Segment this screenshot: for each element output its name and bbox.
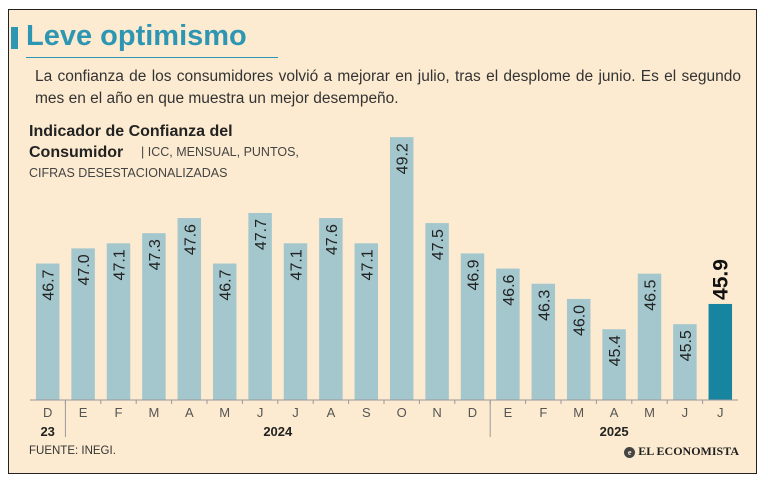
x-tick-label: D (468, 405, 477, 420)
bar (425, 223, 449, 400)
bar-value-label: 46.7 (218, 269, 235, 300)
bar-value-label: 45.5 (678, 330, 695, 361)
page-title: Leve optimismo (26, 20, 247, 52)
year-group-label: 23 (40, 424, 54, 439)
bar (35, 263, 60, 400)
x-tick-label: A (185, 405, 194, 420)
bar-value-label: 46.7 (41, 269, 58, 300)
page-subtitle: La confianza de los consumidores volvió … (35, 68, 741, 107)
x-tick-label: M (573, 405, 584, 420)
bar (319, 218, 343, 400)
x-tick-label: F (115, 405, 123, 420)
bar (142, 233, 166, 400)
x-tick-label: M (644, 405, 655, 420)
bar-value-label: 46.9 (466, 259, 483, 290)
bar (460, 253, 485, 400)
chart-title: Indicador de Confianza del Consumidor (29, 121, 233, 163)
bar-value-label: 47.6 (324, 224, 341, 255)
brand-icon: e (624, 446, 636, 458)
source-note: FUENTE: INEGI. (29, 445, 116, 457)
x-tick-label: S (362, 405, 371, 420)
bar (354, 243, 379, 400)
bar (673, 324, 697, 400)
bar (212, 263, 237, 400)
bar-value-label: 47.3 (147, 239, 164, 270)
brand-name: EL ECONOMISTA (638, 444, 739, 458)
x-tick-label: E (79, 405, 88, 420)
x-tick-label: M (219, 405, 230, 420)
bar (106, 243, 131, 400)
x-tick-label: O (397, 405, 407, 420)
x-tick-label: E (504, 405, 513, 420)
bar (283, 243, 308, 400)
bar-value-label: 47.1 (359, 249, 376, 280)
bar-value-label: 47.5 (430, 229, 447, 260)
x-tick-label: J (257, 405, 264, 420)
year-group-label: 2024 (263, 424, 293, 439)
bar (708, 303, 733, 400)
x-tick-label: A (327, 405, 336, 420)
bar (531, 283, 556, 400)
x-tick-label: J (717, 405, 724, 420)
bar-value-label: 47.7 (253, 219, 270, 250)
x-tick-label: J (682, 405, 689, 420)
bar-value-label: 47.1 (289, 249, 306, 280)
bar-value-label: 47.0 (76, 254, 93, 285)
chart-note-line1: | ICC, MENSUAL, PUNTOS, (141, 145, 299, 159)
x-tick-label: J (292, 405, 299, 420)
bar (566, 298, 591, 400)
bar-value-label: 49.2 (395, 143, 412, 174)
bar (602, 329, 626, 400)
title-accent-bar (11, 27, 18, 49)
x-tick-label: M (148, 405, 159, 420)
bar-value-label: 46.5 (643, 280, 660, 311)
x-tick-label: F (539, 405, 547, 420)
x-tick-label: N (432, 405, 441, 420)
bar (637, 273, 662, 400)
bar (389, 137, 414, 400)
bar-value-label: 47.1 (112, 249, 129, 280)
brand-logo: e EL ECONOMISTA (624, 444, 739, 459)
bar-value-label: 45.9 (709, 259, 732, 300)
x-tick-label: A (610, 405, 619, 420)
chart-title-line1: Indicador de Confianza del (29, 123, 233, 140)
bar-value-label: 46.6 (501, 274, 518, 305)
chart-title-line2: Consumidor (29, 144, 124, 161)
bar (71, 248, 95, 400)
bar-value-label: 46.3 (536, 290, 553, 321)
x-tick-label: D (43, 405, 52, 420)
bar (248, 212, 272, 400)
bar-value-label: 45.4 (607, 335, 624, 366)
bar-value-label: 46.0 (572, 305, 589, 336)
bar-value-label: 47.6 (182, 224, 199, 255)
infographic-frame (8, 9, 757, 474)
bar (177, 218, 202, 400)
bar (496, 268, 520, 400)
chart-note-line2: CIFRAS DESESTACIONALIZADAS (29, 166, 228, 180)
year-group-label: 2025 (600, 424, 629, 439)
title-underline (26, 57, 278, 58)
